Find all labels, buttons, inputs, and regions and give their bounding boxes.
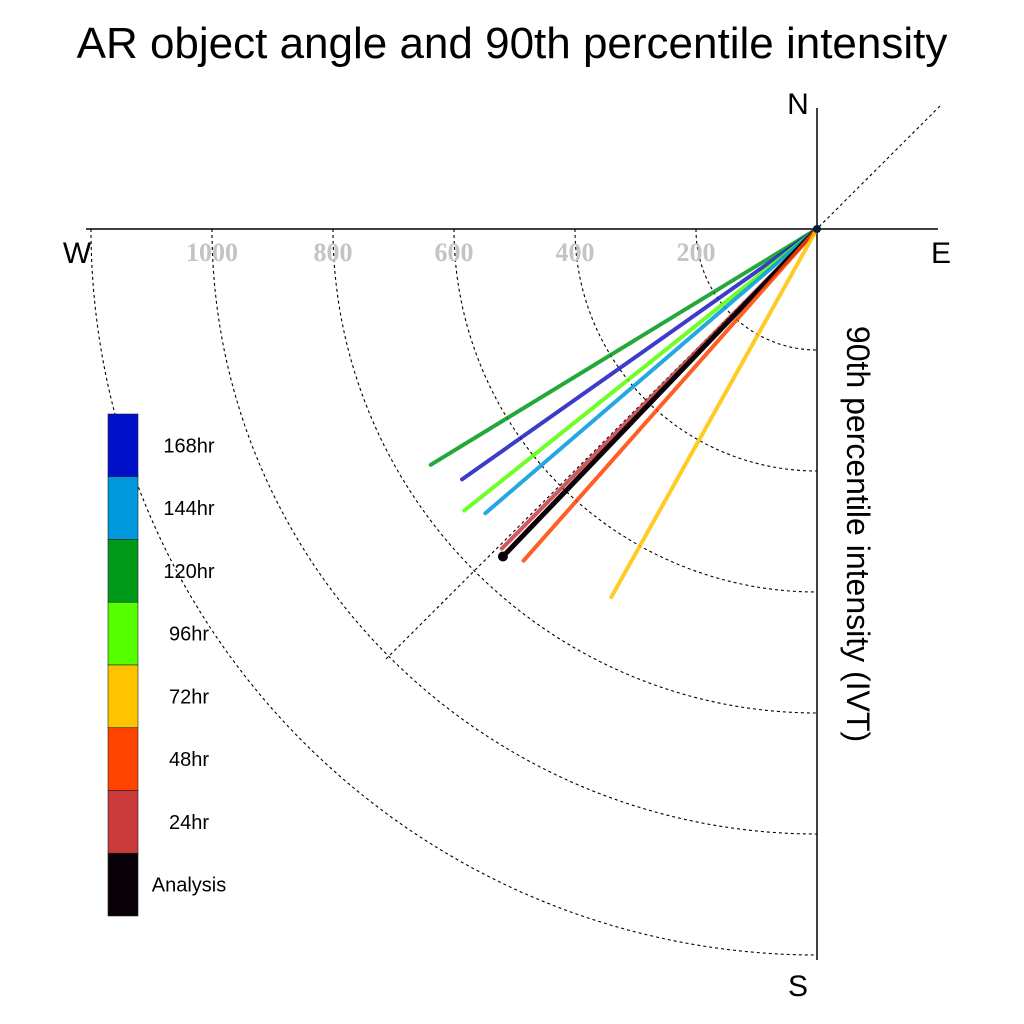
vector-series (428, 225, 821, 600)
legend-label: 96hr (169, 624, 209, 646)
radial-ring (211, 228, 818, 835)
legend-label: 72hr (169, 686, 209, 708)
tick-label: 600 (435, 238, 474, 267)
analysis-endpoint (497, 551, 508, 562)
legend-label: 120hr (163, 561, 214, 583)
legend-label: 144hr (163, 498, 214, 520)
legend-label: Analysis (152, 875, 226, 897)
compass-south: S (788, 970, 808, 1003)
legend: 168hr 144hr 120hr 96hr 72hr 48hr 24hr Analysis (107, 413, 226, 917)
legend-label: 48hr (169, 749, 209, 771)
vector-72hr (609, 227, 819, 600)
tick-label: 400 (556, 238, 595, 267)
legend-swatch (107, 727, 139, 791)
tick-label: 200 (677, 238, 716, 267)
tick-label: 1000 (186, 238, 238, 267)
radial-tick-labels: 200 400 600 800 1000 (186, 238, 716, 267)
origin-point (813, 225, 821, 233)
vector-144hr (483, 227, 819, 516)
legend-label: 168hr (163, 435, 214, 457)
vector-96hr (462, 227, 819, 513)
radial-ring (332, 228, 818, 714)
compass-east: E (931, 237, 951, 270)
legend-swatch (107, 601, 139, 666)
legend-swatch (107, 664, 139, 729)
legend-swatch (107, 790, 139, 854)
legend-swatch (107, 852, 139, 917)
compass-west: W (63, 237, 92, 270)
legend-label: 24hr (169, 812, 209, 834)
vector-168hr (460, 227, 819, 482)
radial-ring (574, 228, 818, 472)
chart-title: AR object angle and 90th percentile inte… (77, 19, 948, 68)
radial-ring (695, 228, 818, 351)
y-axis-label: 90th percentile intensity (IVT) (840, 326, 876, 742)
vector-analysis (500, 226, 820, 559)
tick-label: 800 (314, 238, 353, 267)
radial-ring (90, 228, 818, 956)
legend-swatch (107, 539, 139, 603)
vector-48hr (521, 227, 819, 563)
legend-swatch (107, 413, 139, 478)
legend-swatch (107, 476, 139, 540)
compass-north: N (787, 88, 809, 121)
vector-120hr (428, 227, 819, 467)
